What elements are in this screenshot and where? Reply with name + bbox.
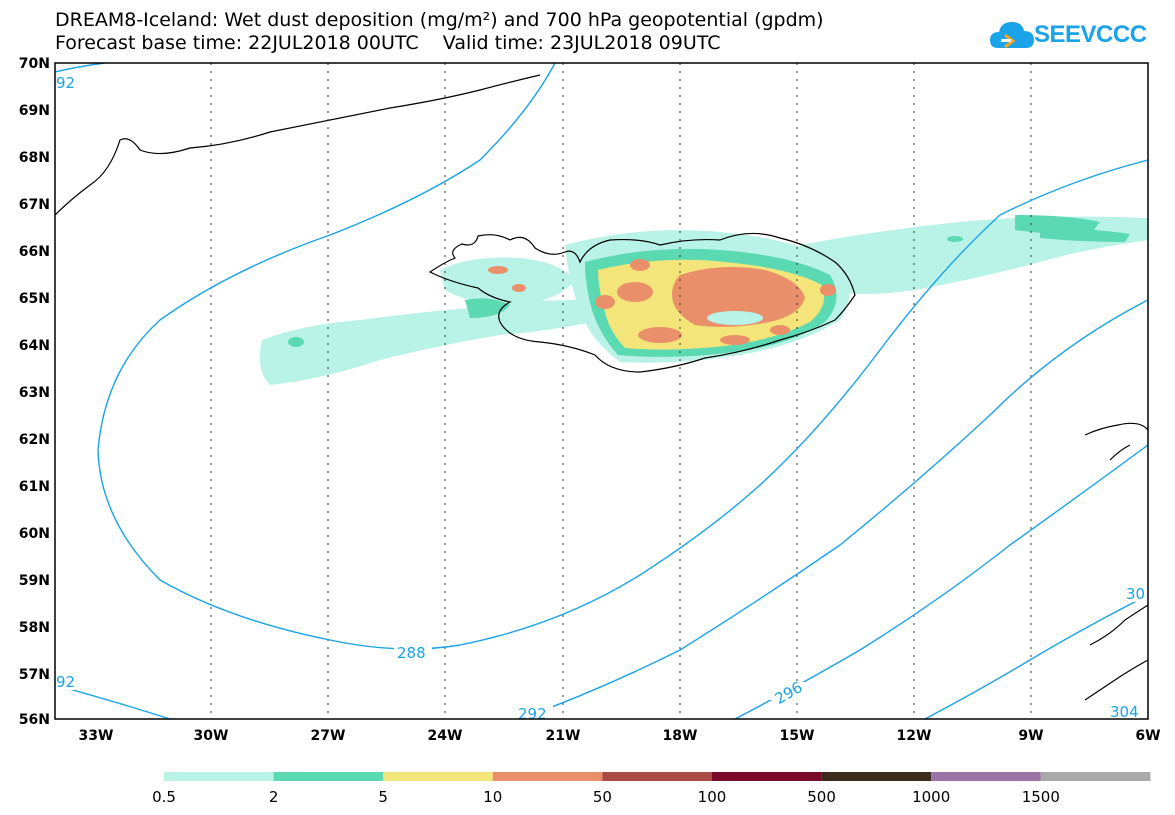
legend-label: 100 (698, 788, 727, 806)
legend-swatch (712, 772, 822, 781)
lat-label: 68N (19, 150, 50, 166)
legend-swatch (273, 772, 384, 781)
map-frame (54, 62, 1149, 720)
legend-swatch (602, 772, 712, 781)
lat-label: 64N (19, 338, 50, 354)
seevccc-logo: SEEVCCC (990, 18, 1147, 58)
lat-label: 67N (19, 197, 50, 213)
contour-label: 30 (1126, 585, 1145, 603)
cloud-icon (990, 22, 1034, 49)
latitude-axis: 70N 69N 68N 67N 66N 65N 64N 63N 62N 61N … (19, 56, 50, 728)
lat-label: 60N (19, 526, 50, 542)
legend-label: 1000 (912, 788, 950, 806)
lon-label: 9W (1018, 728, 1043, 744)
legend-label: 5 (378, 788, 388, 806)
title-line-1: DREAM8-Iceland: Wet dust deposition (mg/… (55, 9, 824, 31)
legend-swatch (164, 772, 274, 781)
legend-swatch (931, 772, 1041, 781)
lon-label: 21W (546, 728, 581, 744)
lon-label: 24W (428, 728, 463, 744)
graticule (210, 63, 1032, 719)
lon-label: 27W (311, 728, 346, 744)
lat-label: 56N (19, 712, 50, 728)
legend-label: 0.5 (152, 788, 176, 806)
contour-label: 304 (1110, 703, 1139, 721)
lat-label: 62N (19, 432, 50, 448)
lat-label: 61N (19, 479, 50, 495)
contour-label: 92 (56, 673, 75, 691)
lon-label: 30W (194, 728, 229, 744)
lon-label: 15W (780, 728, 815, 744)
legend-colorbar: 0.5 2 5 10 50 100 500 1000 1500 (152, 772, 1151, 806)
dust-deposition-field (259, 215, 1148, 385)
lat-label: 69N (19, 103, 50, 119)
longitude-axis: 33W 30W 27W 24W 21W 18W 15W 12W 9W 6W (79, 728, 1161, 744)
geopotential-contours (55, 63, 1148, 719)
lat-label: 66N (19, 244, 50, 260)
legend-label: 1500 (1022, 788, 1060, 806)
legend-label: 500 (807, 788, 836, 806)
title-line-2: Forecast base time: 22JUL2018 00UTC Vali… (55, 32, 721, 54)
lon-label: 18W (663, 728, 698, 744)
coastlines (55, 74, 1148, 701)
lat-label: 65N (19, 291, 50, 307)
legend-label: 50 (593, 788, 612, 806)
legend-swatch (821, 772, 932, 781)
lat-label: 63N (19, 385, 50, 401)
legend-swatch (1040, 772, 1151, 781)
logo-text: SEEVCCC (1034, 21, 1147, 48)
contour-label: 288 (397, 644, 426, 662)
lon-label: 12W (897, 728, 932, 744)
lat-label: 58N (19, 620, 50, 636)
legend-label: 2 (269, 788, 279, 806)
lat-label: 70N (19, 56, 50, 72)
contour-label: 292 (518, 705, 547, 723)
contour-labels: 92 288 92 292 296 30 304 (54, 73, 1148, 723)
legend-label: 10 (483, 788, 502, 806)
legend-swatch (383, 772, 493, 781)
contour-label: 92 (56, 74, 75, 92)
lat-label: 57N (19, 667, 50, 683)
lat-label: 59N (19, 573, 50, 589)
lon-label: 6W (1135, 728, 1160, 744)
lon-label: 33W (79, 728, 114, 744)
legend-swatch (492, 772, 603, 781)
